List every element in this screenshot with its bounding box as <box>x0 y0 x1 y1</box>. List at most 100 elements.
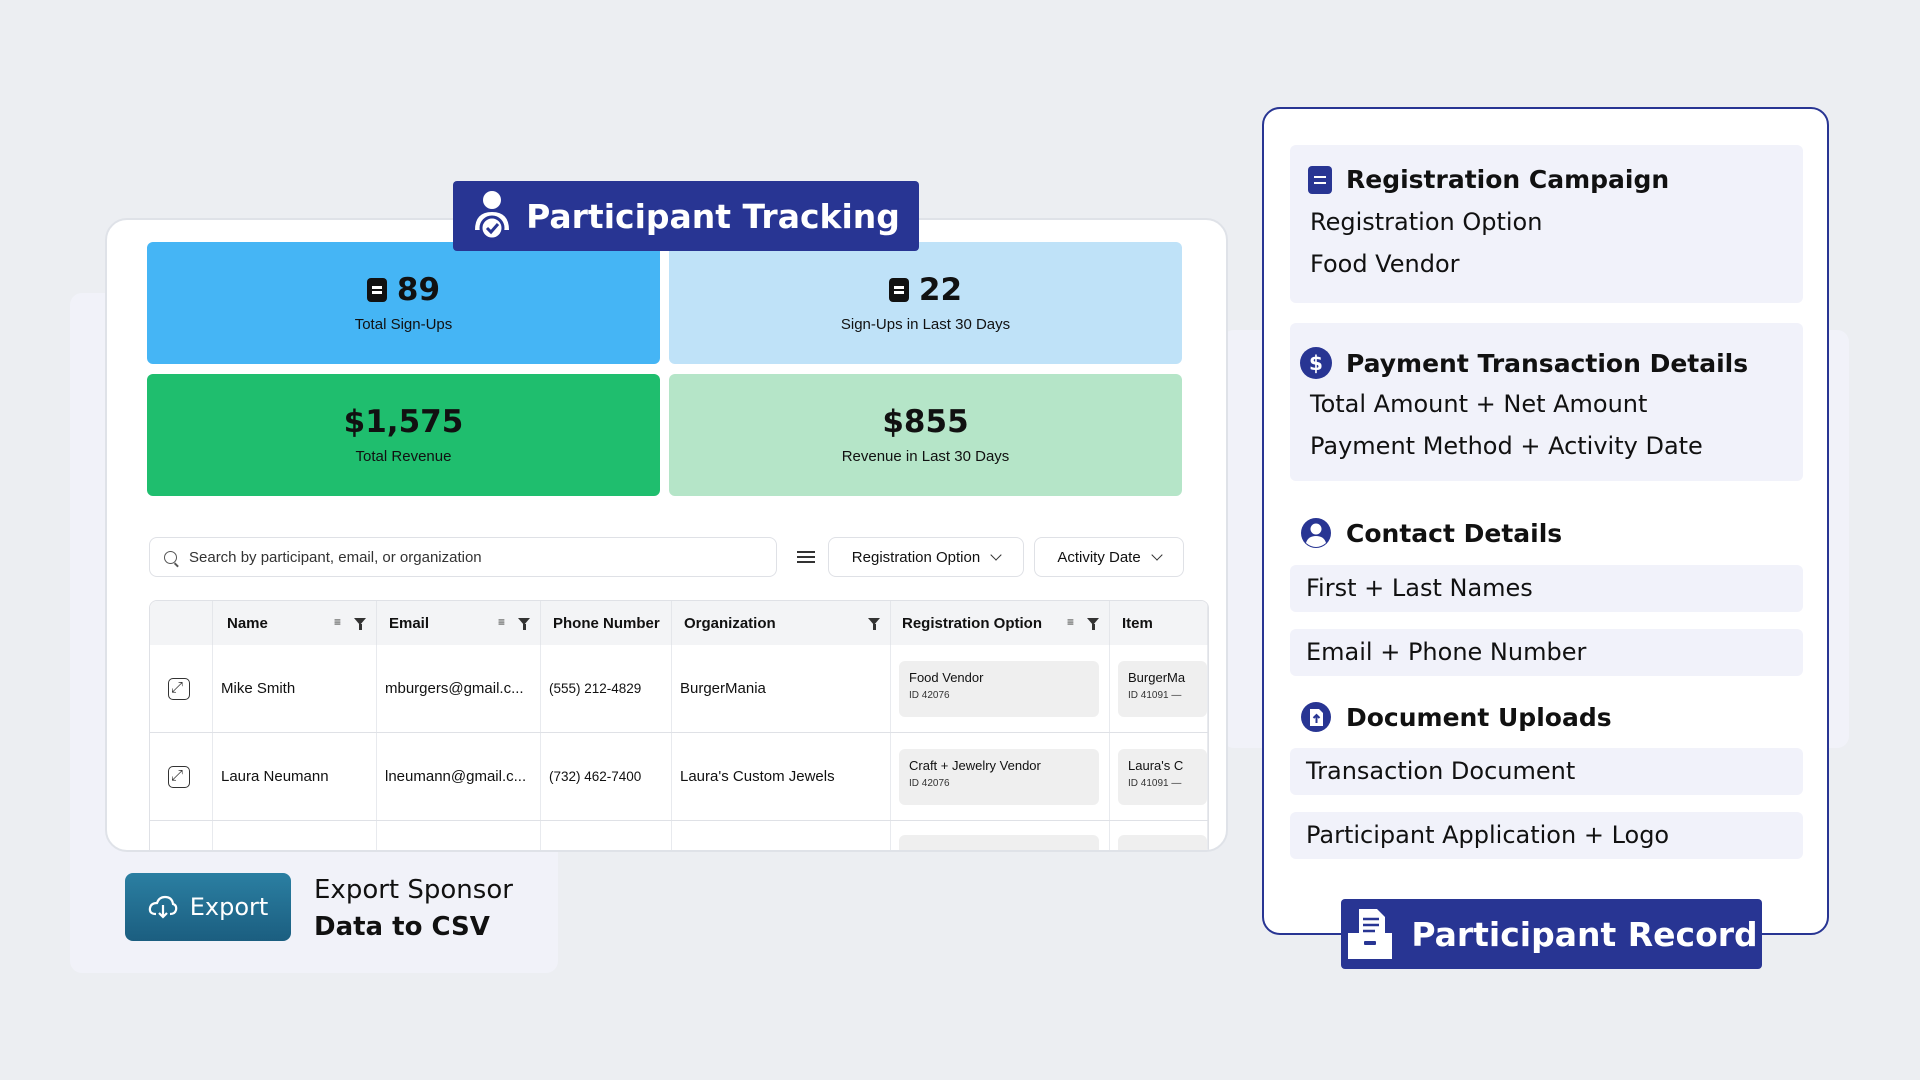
table-row[interactable]: Laura Neumann lneumann@gmail.c... (732) … <box>150 733 1208 821</box>
search-box <box>149 537 777 577</box>
contact-details-section: Contact Details <box>1290 517 1803 557</box>
contact-item: Email + Phone Number <box>1290 629 1803 676</box>
stat-revenue-30-days: $855 Revenue in Last 30 Days <box>669 374 1182 496</box>
column-header-name[interactable]: Name <box>213 601 377 645</box>
item-name: Laura's C <box>1128 757 1184 773</box>
column-header-email[interactable]: Email <box>377 601 541 645</box>
filter-icon[interactable] <box>868 618 880 630</box>
stat-label: Total Revenue <box>355 448 452 465</box>
item-id: ID 41091 — <box>1128 689 1182 701</box>
participant-badge-icon <box>475 191 510 241</box>
banner-title: Participant Record <box>1411 914 1758 954</box>
column-header-registration-option[interactable]: Registration Option <box>891 601 1110 645</box>
document-uploads-section: Document Uploads <box>1290 701 1803 741</box>
payment-details-section: $ Payment Transaction Details Total Amoun… <box>1290 323 1803 481</box>
column-header-label: Name <box>227 614 268 632</box>
upload-document-icon <box>1301 702 1331 732</box>
document-icon <box>888 278 909 302</box>
cell-name: Mike Smith <box>213 645 377 732</box>
dropdown-label: Registration Option <box>851 548 981 566</box>
stat-label: Sign-Ups in Last 30 Days <box>840 316 1011 333</box>
document-icon <box>366 278 387 302</box>
cell-organization: Laura's Custom Jewels <box>672 733 891 820</box>
stat-total-signups: 89 Total Sign-Ups <box>147 242 660 364</box>
item-pill: Laura's C ID 41091 — <box>1118 748 1207 805</box>
sort-icon[interactable] <box>334 616 346 628</box>
item-name: BurgerMa <box>1128 669 1186 685</box>
file-drawer-icon <box>1348 909 1393 959</box>
participant-tracking-card: 89 Total Sign-Ups 22 Sign-Ups in Last 30… <box>105 218 1228 852</box>
sort-icon[interactable] <box>498 616 510 628</box>
column-header-item[interactable]: Item <box>1110 601 1208 645</box>
table-row[interactable]: Mike Smith mburgers@gmail.c... (555) 212… <box>150 645 1208 733</box>
column-header-label: Email <box>389 614 430 632</box>
dropdown-label: Activity Date <box>1057 548 1141 566</box>
registration-campaign-section: Registration Campaign Registration Optio… <box>1290 145 1803 303</box>
column-header-label: Item <box>1122 614 1153 632</box>
document-icon <box>1308 165 1332 194</box>
registration-option-dropdown[interactable]: Registration Option <box>828 537 1024 577</box>
export-desc-line2: Data to CSV <box>314 912 490 942</box>
section-item: Registration Option <box>1310 208 1543 236</box>
cell-item: Laura's C ID 41091 — <box>1110 733 1208 820</box>
item-pill <box>1118 835 1207 850</box>
stat-signups-30-days: 22 Sign-Ups in Last 30 Days <box>669 242 1182 364</box>
document-item: Participant Application + Logo <box>1290 812 1803 859</box>
participants-table: Name Email Phone Number Organization Reg… <box>149 600 1209 850</box>
participant-record-card: Registration Campaign Registration Optio… <box>1262 107 1829 935</box>
item-id: ID 41091 — <box>1128 777 1182 789</box>
export-desc-line1: Export Sponsor <box>314 875 513 905</box>
column-header-label: Organization <box>684 614 776 632</box>
cell-item: BurgerMa ID 41091 — <box>1110 645 1208 732</box>
section-item: Payment Method + Activity Date <box>1310 432 1703 460</box>
section-title: Payment Transaction Details <box>1346 348 1749 378</box>
chevron-down-icon <box>1151 549 1163 561</box>
cell-phone: (732) 462-7400 <box>541 733 672 820</box>
cloud-download-icon <box>148 895 178 919</box>
document-item: Transaction Document <box>1290 748 1803 795</box>
section-item: Food Vendor <box>1310 250 1460 278</box>
search-icon <box>164 550 177 564</box>
section-item: Total Amount + Net Amount <box>1310 390 1648 418</box>
search-input[interactable] <box>187 547 751 567</box>
export-button[interactable]: Export <box>125 873 291 941</box>
stat-label: Revenue in Last 30 Days <box>841 448 1010 465</box>
option-name: Food Vendor <box>909 669 984 685</box>
expand-icon[interactable] <box>168 677 190 700</box>
column-header-phone[interactable]: Phone Number <box>541 601 672 645</box>
column-header-organization[interactable]: Organization <box>672 601 891 645</box>
expand-icon[interactable] <box>168 765 190 788</box>
export-button-label: Export <box>189 893 269 921</box>
export-description: Export Sponsor Data to CSV <box>314 872 513 946</box>
section-title: Contact Details <box>1346 518 1563 548</box>
activity-date-dropdown[interactable]: Activity Date <box>1034 537 1184 577</box>
stat-value: $855 <box>882 404 969 440</box>
stat-label: Total Sign-Ups <box>354 316 453 333</box>
filter-settings-icon[interactable] <box>797 550 815 564</box>
option-id: ID 42076 <box>909 777 950 789</box>
cell-email: lneumann@gmail.c... <box>377 733 541 820</box>
column-header-label: Phone Number <box>553 614 660 632</box>
option-pill: Craft + Jewelry Vendor ID 42076 <box>899 748 1099 805</box>
participant-tracking-banner: Participant Tracking <box>453 181 919 251</box>
sort-icon[interactable] <box>1067 616 1079 628</box>
table-row[interactable] <box>150 821 1208 850</box>
chevron-down-icon <box>990 549 1002 561</box>
filter-icon[interactable] <box>1087 618 1099 630</box>
stat-value: 22 <box>918 272 963 308</box>
stat-total-revenue: $1,575 Total Revenue <box>147 374 660 496</box>
section-title: Registration Campaign <box>1346 165 1670 194</box>
option-id: ID 42076 <box>909 689 950 701</box>
cell-email: mburgers@gmail.c... <box>377 645 541 732</box>
option-name: Craft + Jewelry Vendor <box>909 757 1041 773</box>
stat-value: 89 <box>396 272 441 308</box>
filter-icon[interactable] <box>354 618 366 630</box>
column-header-expand <box>150 601 213 645</box>
dollar-icon: $ <box>1300 347 1332 379</box>
filter-icon[interactable] <box>518 618 530 630</box>
participant-record-banner: Participant Record <box>1341 899 1762 969</box>
option-pill <box>899 835 1099 850</box>
column-header-label: Registration Option <box>902 614 1042 632</box>
stat-value: $1,575 <box>343 404 464 440</box>
cell-registration-option: Food Vendor ID 42076 <box>891 645 1110 732</box>
